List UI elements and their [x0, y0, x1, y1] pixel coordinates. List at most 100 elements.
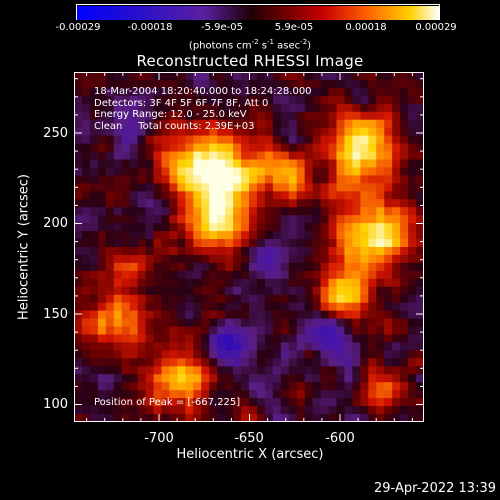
image-pixel	[225, 127, 234, 137]
image-pixel	[272, 382, 282, 391]
image-pixel	[336, 374, 346, 383]
image-pixel	[209, 231, 218, 240]
image-pixel	[320, 374, 330, 383]
image-pixel	[74, 302, 83, 312]
image-pixel	[137, 262, 147, 272]
image-pixel	[280, 127, 290, 137]
image-pixel	[312, 207, 322, 216]
image-pixel	[241, 183, 250, 192]
image-pixel	[408, 239, 417, 248]
image-pixel	[105, 151, 115, 161]
image-pixel	[233, 239, 242, 248]
image-pixel	[376, 382, 385, 391]
image-pixel	[360, 207, 369, 216]
image-pixel	[129, 302, 139, 312]
image-pixel	[296, 135, 306, 145]
image-pixel	[376, 103, 385, 113]
image-pixel	[201, 310, 210, 320]
image-pixel	[288, 326, 298, 336]
image-pixel	[416, 294, 424, 304]
image-pixel	[376, 167, 385, 176]
image-pixel	[217, 406, 226, 415]
image-pixel	[280, 151, 290, 161]
image-pixel	[344, 103, 353, 113]
image-pixel	[320, 310, 330, 320]
image-pixel	[416, 95, 424, 105]
image-pixel	[145, 111, 155, 121]
image-pixel	[129, 239, 139, 248]
image-pixel	[177, 326, 186, 336]
image-pixel	[169, 87, 178, 97]
image-pixel	[376, 270, 385, 280]
image-pixel	[169, 302, 178, 312]
image-pixel	[368, 326, 377, 336]
image-pixel	[169, 358, 178, 367]
image-pixel	[145, 239, 155, 248]
image-pixel	[344, 318, 353, 328]
image-pixel	[185, 207, 194, 216]
image-pixel	[336, 167, 346, 176]
image-pixel	[400, 127, 409, 137]
image-pixel	[328, 79, 338, 89]
image-pixel	[201, 366, 210, 375]
image-pixel	[97, 207, 107, 216]
image-pixel	[336, 159, 346, 169]
image-pixel	[416, 398, 424, 407]
image-pixel	[336, 127, 346, 137]
image-pixel	[296, 175, 306, 184]
image-pixel	[392, 374, 401, 383]
image-pixel	[137, 270, 147, 280]
image-pixel	[177, 72, 186, 81]
image-pixel	[408, 262, 417, 272]
image-pixel	[209, 390, 218, 399]
image-pixel	[233, 223, 242, 232]
image-pixel	[105, 414, 115, 422]
image-pixel	[312, 358, 322, 367]
image-pixel	[312, 103, 322, 113]
image-pixel	[352, 159, 361, 169]
image-pixel	[113, 167, 123, 176]
image-pixel	[177, 374, 186, 383]
image-pixel	[201, 414, 210, 422]
image-pixel	[280, 135, 290, 145]
image-pixel	[81, 119, 91, 129]
image-pixel	[81, 207, 91, 216]
image-pixel	[312, 175, 322, 184]
image-pixel	[376, 159, 385, 169]
image-pixel	[296, 247, 306, 256]
image-pixel	[74, 207, 83, 216]
image-pixel	[328, 262, 338, 272]
image-pixel	[272, 87, 282, 97]
image-pixel	[304, 95, 314, 105]
image-pixel	[249, 143, 258, 153]
image-pixel	[225, 382, 234, 391]
image-pixel	[249, 382, 258, 391]
image-pixel	[400, 119, 409, 129]
image-pixel	[384, 111, 393, 121]
image-pixel	[177, 247, 186, 256]
image-pixel	[249, 310, 258, 320]
image-pixel	[113, 254, 123, 264]
image-pixel	[169, 127, 178, 137]
image-pixel	[336, 175, 346, 184]
image-pixel	[209, 318, 218, 328]
image-pixel	[296, 95, 306, 105]
image-pixel	[97, 278, 107, 288]
image-pixel	[376, 207, 385, 216]
image-pixel	[272, 159, 282, 169]
image-pixel	[145, 151, 155, 161]
image-pixel	[161, 135, 171, 145]
image-pixel	[416, 334, 424, 344]
image-pixel	[272, 72, 282, 81]
image-pixel	[384, 143, 393, 153]
image-pixel	[81, 318, 91, 328]
image-pixel	[113, 111, 123, 121]
image-pixel	[177, 135, 186, 145]
image-pixel	[416, 231, 424, 240]
image-pixel	[328, 127, 338, 137]
image-pixel	[137, 326, 147, 336]
image-pixel	[344, 87, 353, 97]
image-pixel	[249, 294, 258, 304]
image-pixel	[320, 350, 330, 359]
image-pixel	[376, 334, 385, 344]
